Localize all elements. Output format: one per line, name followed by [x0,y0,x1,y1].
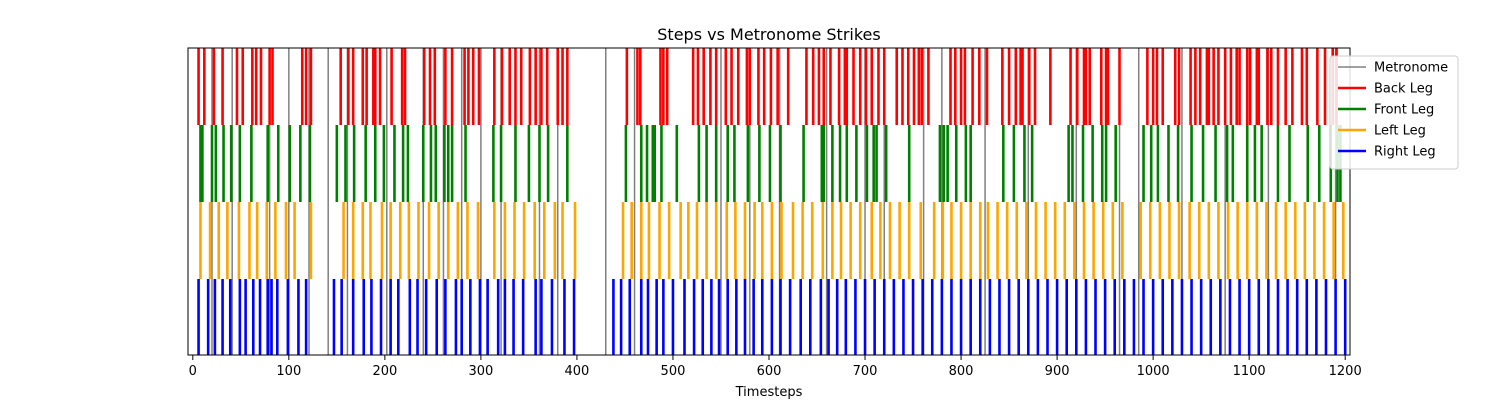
x-tick-label: 500 [661,364,686,379]
x-tick-label: 1100 [1233,364,1266,379]
legend-label: Right Leg [1374,145,1436,160]
series-front-leg [199,125,1342,202]
x-tick-label: 600 [757,364,782,379]
x-tick-label: 200 [372,364,397,379]
legend-label: Metronome [1374,61,1448,76]
series-right-leg [197,279,1347,355]
x-tick-label: 300 [468,364,493,379]
x-tick-label: 400 [565,364,590,379]
legend-label: Left Leg [1374,124,1426,139]
legend-box [1329,55,1459,170]
x-tick-label: 700 [853,364,878,379]
x-tick-label: 1200 [1329,364,1362,379]
series-back-leg [197,48,1338,125]
plot-area [187,47,1351,356]
chart-title: Steps vs Metronome Strikes [657,25,880,44]
series-left-leg [199,202,1345,279]
x-tick-label: 0 [189,364,197,379]
x-axis-label: Timesteps [735,385,803,400]
x-tick-label: 900 [1045,364,1070,379]
x-tick-label: 100 [276,364,301,379]
x-tick-label: 1000 [1137,364,1170,379]
x-tick-label: 800 [949,364,974,379]
legend-label: Back Leg [1374,82,1433,97]
legend-label: Front Leg [1374,103,1434,118]
x-axis: 0 100 200 300 400 500 600 700 800 900 1000 1100 1200 [189,355,1362,379]
legend: Metronome Back Leg Front Leg Left Leg Right … [1329,55,1459,170]
